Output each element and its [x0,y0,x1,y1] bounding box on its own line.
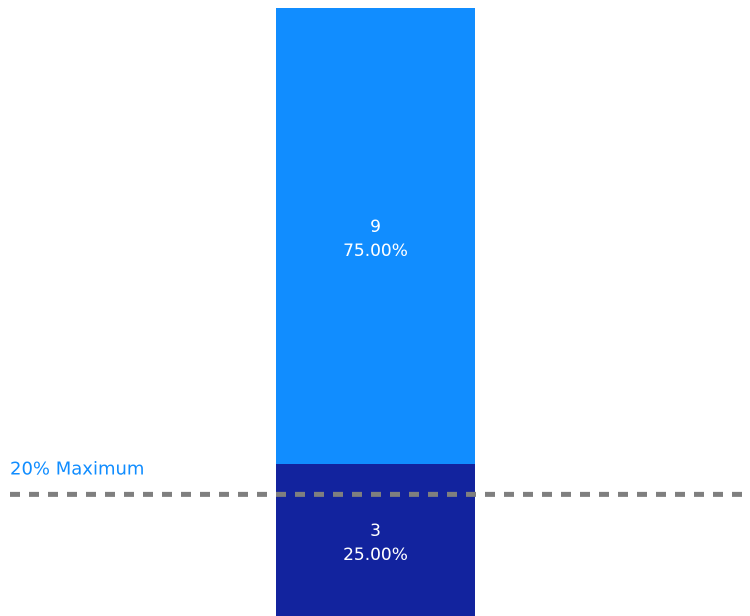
bar-segment-2[interactable] [276,8,475,464]
bar-segment-1[interactable] [276,464,475,616]
data-labels: 3 25.00% 9 75.00% [343,217,408,565]
segment-percent-label-2: 75.00% [343,241,408,261]
segment-value-label-1: 3 [370,521,381,541]
bar-group [276,8,475,616]
reference-line-label: 20% Maximum [10,458,144,479]
segment-percent-label-1: 25.00% [343,545,408,565]
segment-value-label-2: 9 [370,217,381,237]
reference-line-group: 20% Maximum [10,458,750,497]
